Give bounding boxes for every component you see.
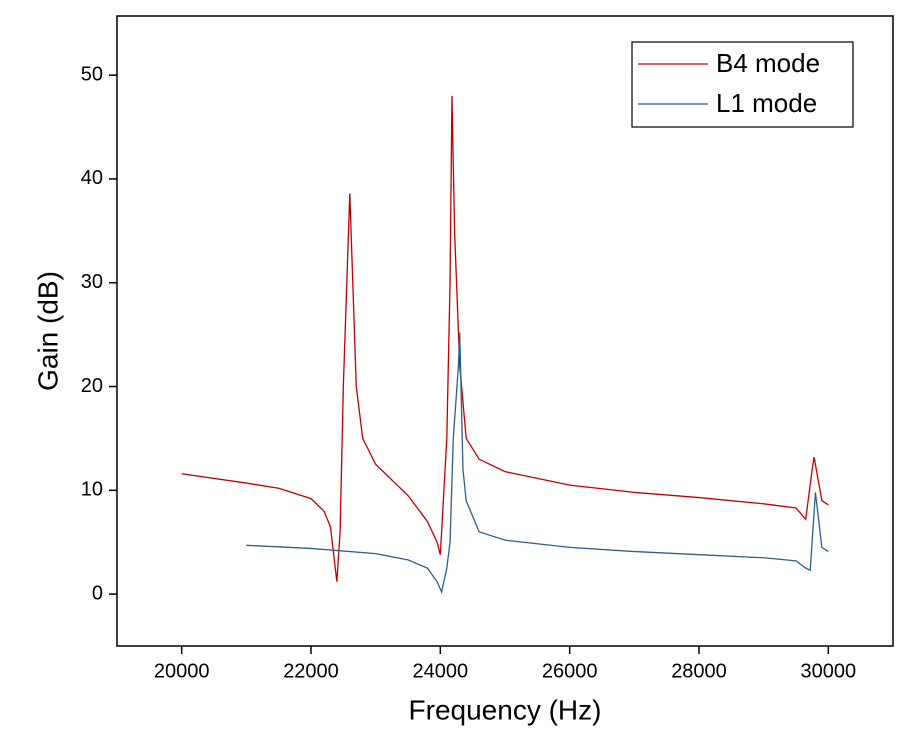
legend-label: L1 mode	[716, 88, 817, 118]
series-line	[181, 95, 829, 582]
x-axis-title: Frequency (Hz)	[409, 694, 602, 725]
plot-frame	[116, 15, 894, 647]
y-tick-label: 40	[81, 167, 103, 189]
x-tick-label: 24000	[413, 660, 469, 682]
y-tick-label: 30	[81, 271, 103, 293]
legend-box	[631, 41, 854, 128]
x-tick-label: 20000	[154, 660, 210, 682]
series-line	[246, 332, 829, 595]
y-axis-title: Gain (dB)	[32, 271, 63, 391]
x-tick-label: 26000	[542, 660, 598, 682]
x-tick-label: 22000	[283, 660, 339, 682]
legend-label: B4 mode	[716, 48, 820, 78]
y-tick-label: 20	[81, 375, 103, 397]
y-tick-label: 10	[81, 479, 103, 501]
x-tick-label: 30000	[801, 660, 857, 682]
y-tick-label: 50	[81, 63, 103, 85]
y-tick-label: 0	[92, 582, 103, 604]
x-tick-label: 28000	[671, 660, 727, 682]
